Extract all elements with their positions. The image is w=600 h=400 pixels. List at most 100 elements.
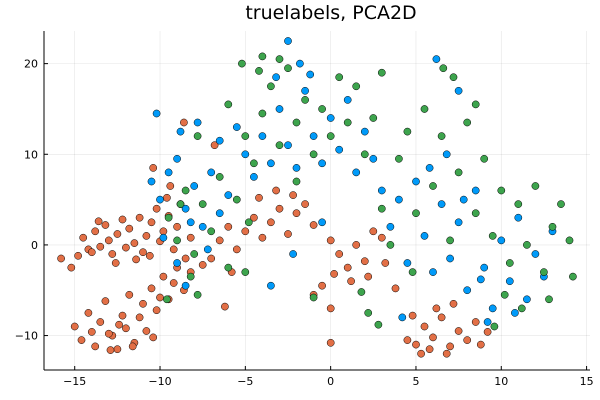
data-point	[488, 232, 497, 240]
data-point	[101, 297, 110, 305]
data-point	[156, 195, 164, 204]
data-point	[91, 342, 100, 351]
data-point	[347, 277, 355, 286]
data-point	[193, 118, 202, 127]
data-point	[343, 263, 352, 272]
data-point	[318, 159, 326, 168]
data-point	[352, 82, 361, 91]
data-point	[437, 313, 446, 322]
data-point	[318, 218, 326, 227]
data-point	[480, 263, 489, 272]
data-point	[476, 275, 485, 284]
data-point	[412, 340, 420, 349]
data-point	[159, 227, 168, 236]
data-point	[540, 268, 548, 276]
data-point	[156, 293, 164, 302]
data-point	[241, 150, 250, 159]
data-point	[301, 86, 309, 95]
data-point	[163, 295, 171, 304]
data-point	[463, 118, 472, 127]
data-point	[215, 136, 224, 145]
data-point	[244, 218, 253, 227]
data-point	[224, 191, 233, 199]
data-point	[166, 182, 175, 190]
data-point	[232, 245, 241, 254]
data-point	[221, 302, 229, 311]
data-point	[403, 259, 412, 267]
data-point	[420, 105, 429, 113]
data-point	[149, 333, 158, 342]
data-point	[210, 141, 219, 150]
data-point	[275, 204, 284, 213]
data-point	[94, 217, 103, 226]
data-point	[149, 164, 158, 172]
data-point	[292, 177, 301, 186]
data-point	[500, 290, 509, 299]
data-point	[289, 250, 297, 258]
data-point	[207, 227, 216, 236]
y-tick-label: 0	[31, 239, 38, 252]
data-point	[557, 200, 565, 208]
data-point	[364, 272, 373, 281]
data-point	[275, 55, 284, 63]
data-point	[369, 227, 378, 236]
data-point	[224, 100, 233, 109]
data-point	[108, 250, 117, 258]
data-point	[374, 320, 383, 329]
data-point	[275, 105, 284, 113]
data-point	[125, 224, 134, 233]
data-point	[215, 236, 224, 245]
x-tick-label: −5	[237, 375, 253, 388]
data-point	[115, 320, 123, 329]
data-point	[429, 268, 437, 276]
data-point	[463, 286, 472, 295]
data-point	[505, 259, 514, 267]
chart-title: truelabels, PCA2D	[245, 2, 416, 24]
data-point	[369, 154, 378, 163]
data-point	[459, 195, 468, 204]
data-point	[425, 345, 434, 354]
data-point	[142, 232, 151, 240]
data-point	[480, 154, 489, 163]
data-point	[152, 109, 161, 118]
data-point	[224, 263, 233, 272]
series-2	[163, 52, 577, 331]
data-point	[429, 333, 437, 342]
data-point	[292, 209, 301, 218]
data-point	[147, 177, 156, 186]
data-point	[258, 109, 267, 118]
x-tick-label: 5	[412, 375, 419, 388]
data-point	[267, 218, 275, 227]
data-point	[318, 105, 326, 113]
data-point	[193, 132, 202, 140]
data-point	[57, 254, 65, 263]
x-tick-label: −10	[148, 375, 171, 388]
y-tick-label: 20	[24, 58, 38, 71]
data-point	[207, 254, 216, 263]
data-point	[483, 328, 492, 336]
data-point	[292, 164, 301, 172]
y-axis: −10 0 10 20	[15, 58, 48, 343]
data-point	[454, 168, 463, 177]
data-point	[511, 309, 519, 317]
data-point	[454, 218, 463, 227]
data-point	[548, 222, 557, 231]
data-point	[429, 182, 437, 190]
data-point	[523, 241, 531, 249]
data-point	[241, 132, 250, 140]
data-point	[173, 259, 181, 267]
data-point	[74, 251, 82, 260]
data-point	[284, 141, 292, 150]
data-point	[442, 349, 451, 358]
data-point	[232, 123, 241, 131]
x-tick-label: 0	[327, 375, 334, 388]
data-point	[352, 241, 361, 249]
data-point	[377, 233, 386, 242]
data-point	[391, 284, 400, 293]
data-point	[135, 213, 144, 222]
data-point	[193, 290, 202, 299]
data-point	[343, 118, 352, 127]
data-point	[176, 200, 185, 208]
data-point	[198, 261, 207, 269]
